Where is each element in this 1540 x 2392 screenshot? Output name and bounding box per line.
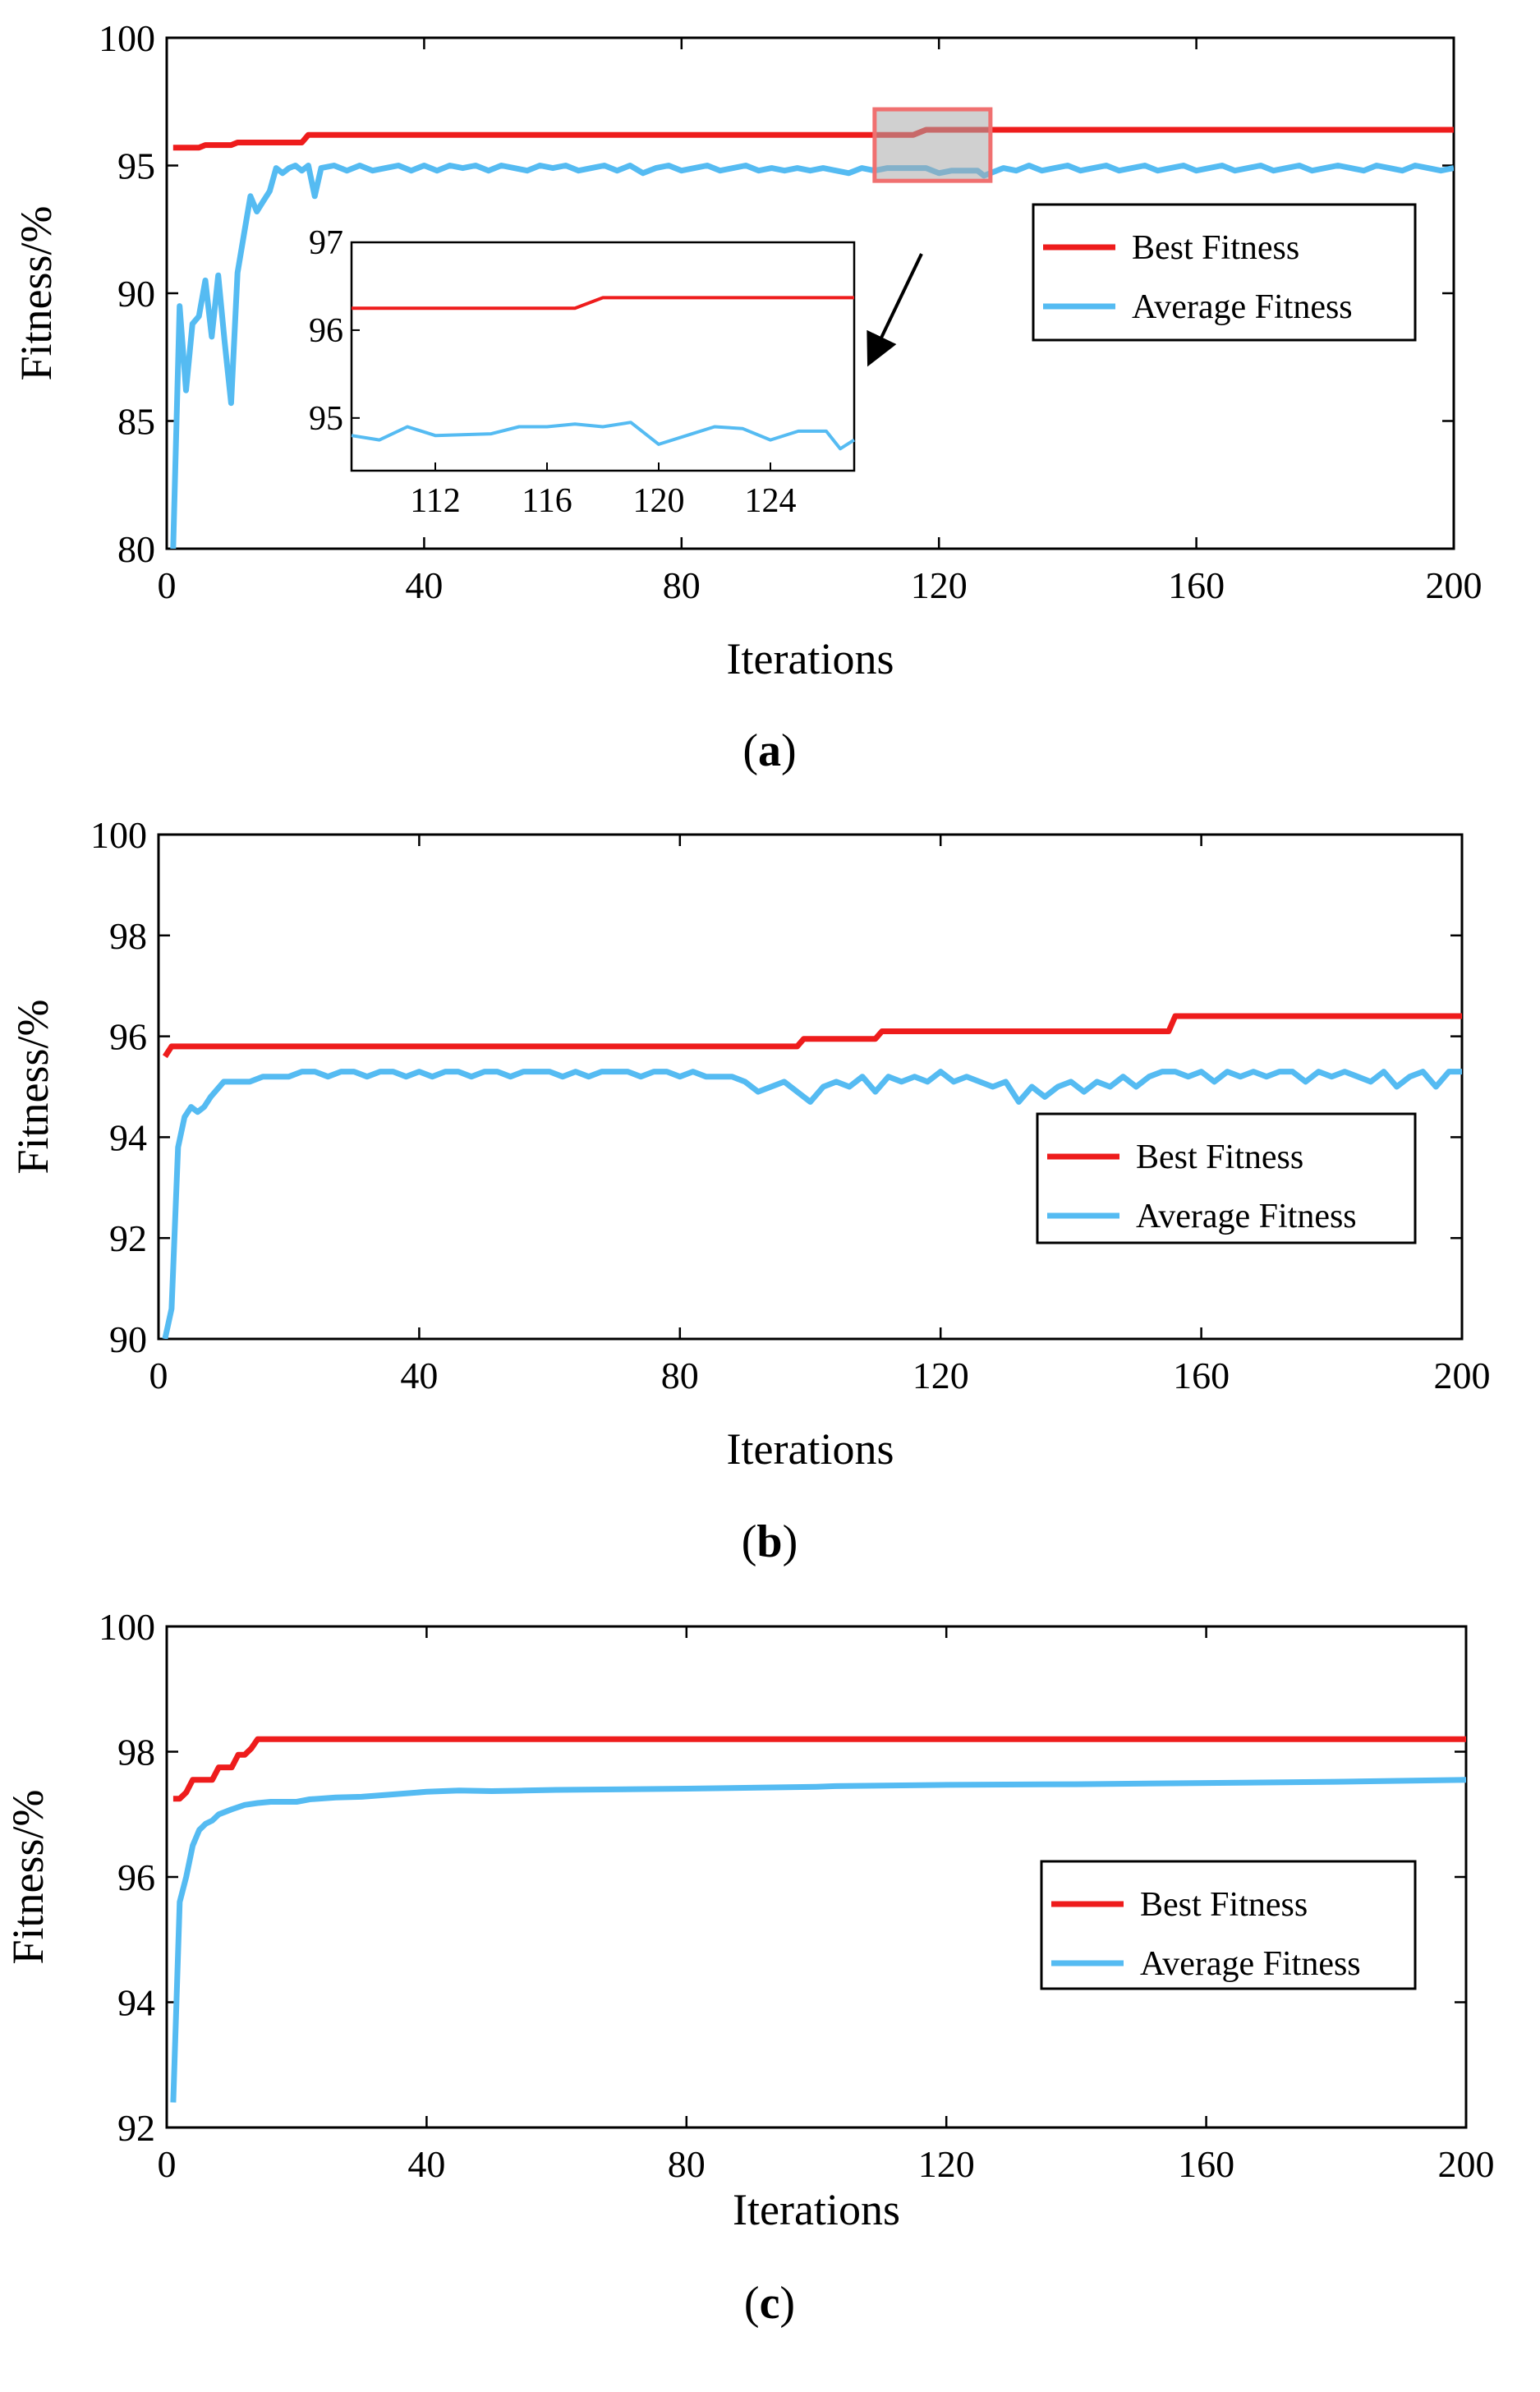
legend-box (1036, 1112, 1417, 1244)
panel-caption: (b) (742, 1516, 798, 1567)
inset-x-tick-label: 120 (633, 482, 685, 520)
legend-label-average-fitness: Average Fitness (1132, 288, 1353, 326)
x-tick-label: 200 (1434, 1355, 1491, 1396)
x-tick-label: 160 (1178, 2143, 1234, 2185)
inset-y-tick-label: 97 (309, 224, 343, 262)
series-line-average-fitness (162, 1069, 1462, 1339)
legend-label-average-fitness: Average Fitness (1140, 1945, 1361, 1983)
y-tick-label: 94 (117, 1982, 155, 2024)
inset-series-line-best-fitness (352, 296, 854, 310)
series-line-best-fitness (162, 1013, 1462, 1059)
legend-box (1040, 1860, 1417, 1990)
zoom-arrow (867, 253, 923, 367)
legend-label-best-fitness: Best Fitness (1140, 1886, 1308, 1924)
y-tick-label: 98 (117, 1732, 155, 1773)
y-axis-title: Fitness/% (3, 1789, 53, 1964)
x-tick-label: 40 (400, 1355, 438, 1396)
x-tick-label: 200 (1438, 2143, 1495, 2185)
legend-label-best-fitness: Best Fitness (1136, 1138, 1303, 1176)
series-line-average-fitness (170, 163, 1454, 549)
x-axis-title: Iterations (733, 2185, 900, 2234)
x-tick-label: 160 (1173, 1355, 1230, 1396)
caption-close-paren: ) (783, 1516, 798, 1567)
inset-x-tick-label: 116 (522, 482, 572, 520)
panel-caption: (c) (744, 2278, 795, 2329)
caption-close-paren: ) (779, 2278, 795, 2329)
inset-frame (350, 241, 856, 472)
caption-open-paren: ( (742, 1516, 757, 1567)
x-tick-label: 120 (911, 564, 968, 606)
y-tick-label: 94 (109, 1116, 147, 1158)
caption-close-paren: ) (781, 725, 797, 776)
x-tick-label: 120 (913, 1355, 969, 1396)
caption-letter: b (756, 1516, 782, 1567)
y-tick-label: 90 (117, 273, 155, 315)
legend-label-average-fitness: Average Fitness (1136, 1198, 1357, 1235)
x-tick-label: 40 (405, 564, 443, 606)
x-axis-title: Iterations (727, 1424, 894, 1474)
inset-y-tick-label: 96 (309, 312, 343, 350)
caption-letter: a (758, 725, 781, 776)
x-tick-label: 200 (1426, 564, 1483, 606)
y-axis-title: Fitness/% (11, 205, 61, 380)
inset-x-tick-label: 124 (745, 482, 797, 520)
series-line-best-fitness (172, 1736, 1466, 1802)
inset-series-line-average-fitness (351, 421, 856, 451)
y-tick-label: 98 (109, 915, 147, 957)
x-axis-title: Iterations (727, 634, 894, 683)
y-tick-label: 96 (117, 1856, 155, 1898)
x-tick-label: 40 (407, 2143, 445, 2185)
series-line-average-fitness (170, 1777, 1466, 2103)
caption-open-paren: ( (742, 725, 758, 776)
zoom-highlight-box (872, 107, 993, 183)
x-tick-label: 80 (668, 2143, 706, 2185)
caption-letter: c (760, 2278, 780, 2329)
x-tick-label: 80 (661, 1355, 699, 1396)
y-tick-label: 80 (117, 528, 155, 570)
x-tick-label: 0 (149, 1355, 168, 1396)
chart-b: 0 40 80 120 160 200 90 92 94 96 98 100 Best Fitness A… (8, 814, 1491, 1567)
y-tick-label: 100 (99, 17, 155, 59)
inset-y-tick-label: 95 (309, 400, 343, 438)
inset-x-tick-label: 112 (410, 482, 460, 520)
chart-c: 0 40 80 120 160 200 92 94 96 98 100 Best Fitness Ave… (3, 1606, 1495, 2329)
y-tick-label: 100 (90, 814, 147, 856)
series-line-best-fitness (172, 126, 1454, 151)
x-tick-label: 160 (1168, 564, 1225, 606)
caption-open-paren: ( (744, 2278, 760, 2329)
x-tick-label: 80 (663, 564, 701, 606)
x-tick-label: 0 (158, 2143, 177, 2185)
y-tick-label: 96 (109, 1016, 147, 1058)
plot-frame (157, 833, 1464, 1341)
x-tick-label: 0 (158, 564, 177, 606)
legend-box (1032, 203, 1417, 342)
legend-label-best-fitness: Best Fitness (1132, 229, 1299, 267)
y-tick-label: 100 (99, 1606, 155, 1648)
y-tick-label: 90 (109, 1318, 147, 1360)
y-tick-label: 85 (117, 401, 155, 443)
y-tick-label: 95 (117, 145, 155, 187)
chart-a: 0 40 80 120 160 200 80 85 90 95 100 112 116 120 124 95 9… (11, 17, 1483, 776)
panel-caption: (a) (742, 725, 796, 776)
x-tick-label: 120 (918, 2143, 975, 2185)
y-tick-label: 92 (109, 1217, 147, 1259)
y-tick-label: 92 (117, 2107, 155, 2149)
y-axis-title: Fitness/% (8, 999, 57, 1174)
